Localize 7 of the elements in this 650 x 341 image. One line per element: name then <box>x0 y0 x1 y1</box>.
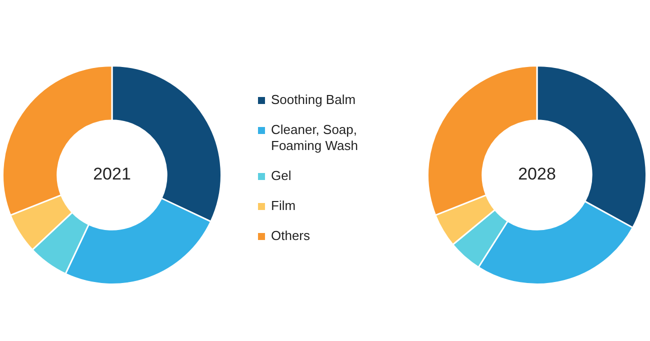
legend-label: Film <box>271 198 296 214</box>
text: 2021 <box>93 164 131 184</box>
text: 2028 <box>518 164 556 184</box>
legend-label: Cleaner, Soap, Foaming Wash <box>271 122 359 154</box>
legend-label: Others <box>271 228 310 244</box>
legend-label: Soothing Balm <box>271 92 356 108</box>
legend-label: Gel <box>271 168 292 184</box>
